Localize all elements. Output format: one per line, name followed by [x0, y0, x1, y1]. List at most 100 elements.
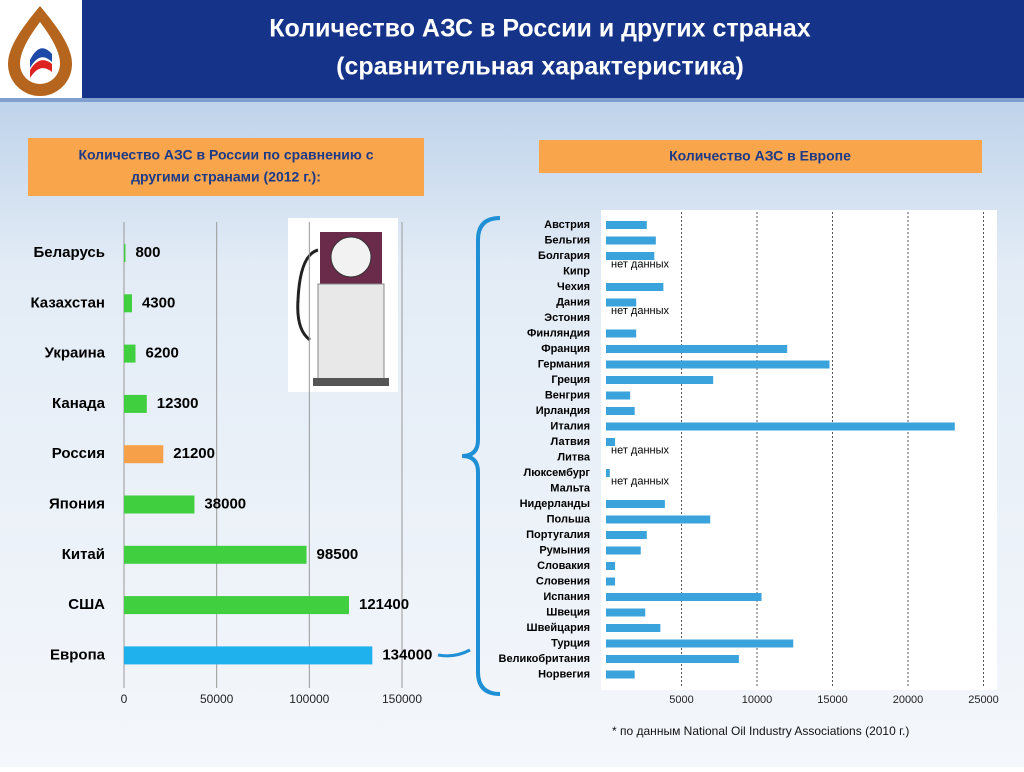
- y-tick-label: Япония: [49, 495, 105, 512]
- no-data-label: нет данных: [611, 305, 670, 317]
- bar: [606, 329, 637, 338]
- bar: [606, 469, 610, 477]
- bar: [124, 545, 307, 564]
- bar: [124, 344, 136, 363]
- bar: [606, 639, 794, 648]
- header-band: [82, 0, 1024, 98]
- value-label: 134000: [382, 646, 432, 663]
- bar: [606, 298, 637, 307]
- bar: [606, 608, 646, 617]
- bar: [124, 596, 349, 615]
- y-tick-label: Китай: [62, 546, 105, 563]
- bar: [606, 531, 647, 539]
- value-label: 6200: [145, 345, 178, 362]
- logo: [8, 6, 72, 96]
- bracket: [461, 216, 501, 696]
- y-tick-label: Европа: [50, 646, 106, 663]
- y-tick-label: Великобритания: [499, 653, 591, 665]
- bar: [606, 345, 788, 353]
- value-label: 800: [135, 244, 160, 261]
- y-tick-label: Словакия: [537, 560, 590, 572]
- slide-title: Количество АЗС в России и других странах: [269, 15, 811, 43]
- bar: [606, 221, 647, 229]
- y-tick-label: Турция: [551, 637, 590, 649]
- no-data-label: нет данных: [611, 258, 670, 270]
- bar: [124, 244, 126, 262]
- bar: [606, 391, 631, 400]
- y-tick-label: Франция: [541, 343, 590, 355]
- chart-title: Количество АЗС в России по сравнению с: [78, 147, 373, 163]
- bar: [606, 624, 661, 632]
- value-label: 121400: [359, 596, 409, 613]
- y-tick-label: Болгария: [538, 250, 590, 262]
- y-tick-label: Венгрия: [545, 389, 590, 401]
- bar: [124, 294, 132, 313]
- y-tick-label: Греция: [551, 374, 590, 386]
- x-tick-label: 100000: [289, 692, 329, 706]
- bar: [606, 376, 714, 384]
- y-tick-label: Люксембург: [524, 467, 591, 479]
- value-label: 4300: [142, 294, 175, 311]
- y-tick-label: США: [68, 596, 105, 613]
- chart-title: Количество АЗС в Европе: [669, 148, 851, 164]
- y-tick-label: Португалия: [526, 529, 590, 541]
- y-tick-label: Испания: [543, 591, 590, 603]
- y-tick-label: Германия: [538, 358, 590, 370]
- plot-area: [601, 210, 997, 690]
- y-tick-label: Канада: [52, 395, 106, 412]
- x-tick-label: 20000: [893, 694, 924, 706]
- bar: [606, 360, 830, 369]
- y-tick-label: Беларусь: [34, 244, 106, 261]
- bar: [606, 562, 616, 570]
- x-tick-label: 0: [121, 692, 128, 706]
- bar: [606, 655, 739, 663]
- y-tick-label: Ирландия: [536, 405, 590, 417]
- y-tick-label: Чехия: [557, 281, 590, 293]
- value-label: 98500: [317, 546, 359, 563]
- y-tick-label: Швеция: [546, 606, 590, 618]
- bar: [606, 236, 656, 245]
- y-tick-label: Бельгия: [544, 234, 590, 246]
- y-tick-label: Швейцария: [527, 622, 590, 634]
- bar: [606, 407, 635, 415]
- y-tick-label: Италия: [550, 420, 590, 432]
- bar: [606, 438, 616, 446]
- y-tick-label: Словения: [536, 575, 590, 587]
- y-tick-label: Нидерланды: [520, 498, 590, 510]
- x-tick-label: 5000: [669, 694, 693, 706]
- bar: [606, 252, 655, 260]
- header-rule: [0, 98, 1024, 102]
- y-tick-label: Норвегия: [538, 668, 590, 680]
- bar: [124, 646, 373, 665]
- y-tick-label: Эстония: [544, 312, 590, 324]
- bar: [124, 445, 164, 464]
- bar: [606, 670, 635, 679]
- y-tick-label: Кипр: [563, 265, 590, 277]
- y-tick-label: Австрия: [544, 219, 590, 231]
- fuel-pump-image: [288, 218, 398, 392]
- y-tick-label: Казахстан: [30, 294, 105, 311]
- y-tick-label: Латвия: [551, 436, 590, 448]
- x-tick-label: 150000: [382, 692, 422, 706]
- value-label: 38000: [204, 495, 246, 512]
- y-tick-label: Польша: [547, 513, 591, 525]
- x-tick-label: 25000: [968, 694, 999, 706]
- no-data-label: нет данных: [611, 444, 670, 456]
- slide-title: (сравнительная характеристика): [336, 53, 744, 81]
- x-tick-label: 50000: [200, 692, 234, 706]
- bar: [606, 546, 641, 555]
- footnote: * по данным National Oil Industry Associ…: [612, 724, 909, 738]
- value-label: 12300: [157, 395, 199, 412]
- chart-title-box: [28, 138, 424, 196]
- bar: [124, 495, 195, 514]
- bar: [124, 394, 147, 413]
- bar: [606, 500, 665, 508]
- bar: [606, 422, 955, 431]
- y-tick-label: Украина: [45, 345, 106, 362]
- x-tick-label: 15000: [817, 694, 848, 706]
- no-data-label: нет данных: [611, 475, 670, 487]
- bar: [606, 515, 711, 524]
- value-label: 21200: [173, 445, 215, 462]
